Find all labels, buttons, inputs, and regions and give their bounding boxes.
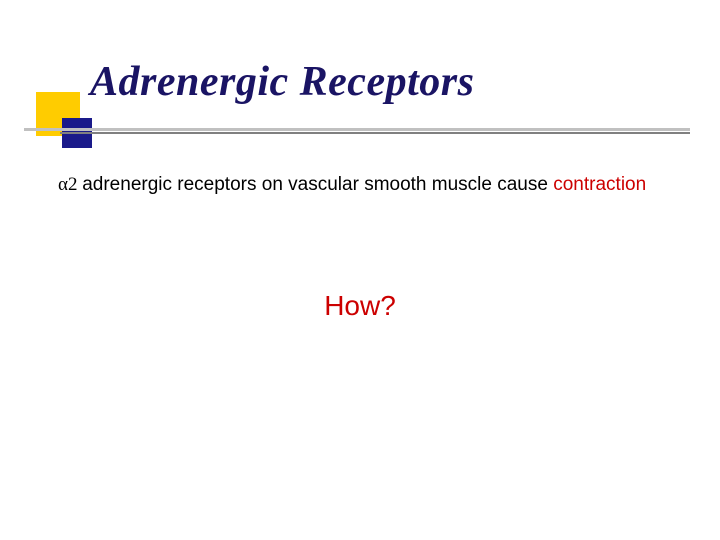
page-title: Adrenergic Receptors — [90, 58, 690, 106]
callout-text: How? — [0, 290, 720, 322]
title-underline-secondary — [60, 132, 690, 134]
title-container: Adrenergic Receptors — [90, 58, 690, 106]
body-text-main: adrenergic receptors on vascular smooth … — [82, 174, 553, 195]
body-prefix: α2 — [58, 174, 82, 195]
body-paragraph: α2 adrenergic receptors on vascular smoo… — [58, 172, 670, 198]
title-underline-primary — [24, 128, 690, 131]
body-emphasis: contraction — [553, 174, 646, 195]
